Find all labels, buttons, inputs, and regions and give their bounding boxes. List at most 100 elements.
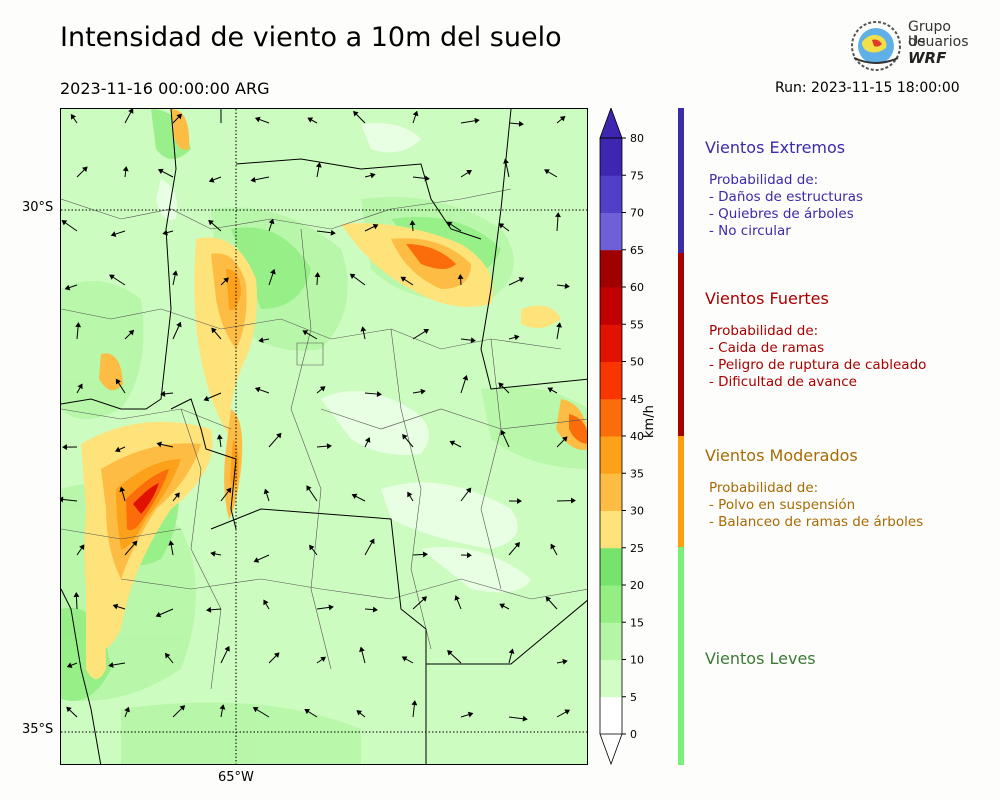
wind-arrow-head: [556, 322, 562, 328]
wind-arrow-head: [326, 443, 332, 450]
wind-arrow-head: [421, 596, 428, 602]
wind-arrow-head: [219, 704, 226, 710]
category-description-line: Probabilidad de:: [709, 480, 819, 496]
category-description: Probabilidad de: - Polvo en suspensión - B…: [709, 480, 923, 531]
wind-arrow-head: [112, 603, 119, 610]
wind-arrow-head: [268, 218, 275, 225]
wind-arrow-head: [70, 113, 77, 120]
wind-arrow-head: [263, 599, 269, 606]
colorbar-segment: [600, 659, 622, 698]
wind-arrow-head: [518, 277, 525, 283]
wind-arrow-head: [470, 337, 476, 344]
colorbar-segment: [600, 473, 622, 511]
colorbar-segment: [600, 324, 622, 362]
wind-arrow-head: [518, 120, 524, 127]
lat-label-35s: 35°S: [22, 722, 54, 737]
wind-arrow-head: [562, 658, 568, 665]
wind-arrow-head: [66, 706, 72, 713]
wind-arrow-head: [162, 229, 168, 236]
wind-arrow-head: [108, 662, 114, 668]
colorbar-segment: [600, 249, 622, 288]
wind-arrow-head: [508, 648, 515, 654]
wind-arrow-head: [128, 329, 135, 336]
wind-arrow-head: [359, 646, 365, 653]
admin-boundaries: [61, 188, 587, 690]
colorbar-tick-label: 50: [630, 356, 644, 369]
wind-arrow-head: [353, 110, 359, 117]
wind-arrow-head: [498, 223, 505, 229]
colorbar-extend-high: [599, 108, 623, 139]
colorbar-tick-label: 0: [630, 728, 637, 741]
colorbar-segment: [600, 398, 622, 437]
wind-arrow-head: [570, 497, 576, 504]
category-description: Probabilidad de: - Caida de ramas - Peligr…: [709, 323, 926, 391]
wind-arrow-head: [309, 544, 315, 551]
colorbar-segment: [600, 175, 622, 213]
wind-arrow-head: [411, 700, 418, 706]
colorbar-tick-label: 10: [630, 654, 644, 667]
wind-arrow-head: [208, 219, 214, 226]
category-title: Vientos Extremos: [705, 138, 846, 157]
wind-arrow-head: [131, 540, 138, 547]
wind-arrow-head: [61, 220, 68, 226]
colorbar-segment: [600, 287, 622, 325]
colorbar-segment: [600, 585, 622, 623]
wind-arrow-head: [179, 705, 186, 711]
wind-arrow-head: [223, 277, 229, 283]
wind-arrow-head: [499, 603, 506, 609]
lat-label-30s: 30°S: [22, 200, 54, 215]
category-description-line: - Peligro de ruptura de cableado: [709, 357, 927, 373]
wind-arrow-head: [62, 444, 67, 451]
wind-arrow-head: [424, 175, 430, 182]
wind-arrow-head: [401, 656, 408, 662]
wind-arrow-head: [457, 274, 464, 280]
wind-arrow-head: [176, 113, 182, 120]
wind-arrow-head: [224, 645, 230, 652]
wind-arrow-head: [156, 441, 162, 448]
wind-arrow-head: [302, 330, 309, 336]
wind-arrow-head: [79, 544, 85, 551]
wind-arrow-head: [211, 327, 217, 334]
wind-arrow-head: [258, 337, 264, 344]
colorbar-segment: [600, 436, 622, 474]
wind-arrow-head: [364, 437, 371, 443]
wind-arrow-head: [550, 543, 556, 550]
wind-arrow-head: [422, 551, 428, 558]
wind-arrow-head: [168, 540, 175, 546]
wind-arrow-head: [447, 650, 453, 656]
colorbar-tick-label: 20: [630, 579, 644, 592]
globe-icon: [851, 21, 901, 71]
category-description-line: - Caida de ramas: [709, 340, 825, 356]
wind-arrow-head: [545, 596, 552, 603]
category-description-line: - Balanceo de ramas de árboles: [709, 514, 924, 530]
wind-arrow-head: [402, 433, 408, 440]
category-strip: [678, 547, 684, 765]
wind-arrow-head: [423, 328, 430, 335]
colorbar-tick-label: 5: [630, 691, 637, 704]
wind-arrow-head: [82, 166, 88, 172]
valid-time: 2023-11-16 00:00:00 ARG: [60, 79, 270, 98]
wind-arrow-head: [157, 168, 164, 175]
wind-arrow-head: [304, 709, 311, 715]
wind-arrow-head: [164, 652, 171, 659]
wind-arrow-head: [466, 552, 472, 559]
colorbar-unit: km/h: [642, 405, 657, 438]
wind-arrow-head: [252, 707, 259, 713]
colorbar-segment: [600, 138, 622, 176]
wind-arrow-head: [77, 383, 83, 390]
wind-arrow-head: [500, 429, 506, 436]
wind-arrow-head: [314, 272, 321, 278]
wind-arrow-head: [61, 496, 64, 503]
wind-arrow-head: [412, 110, 419, 117]
colorbar-segment: [600, 696, 622, 735]
wind-arrow-head: [315, 162, 322, 168]
wind-arrow-head: [306, 485, 312, 491]
wind-arrows: [61, 109, 576, 722]
wind-arrow-head: [176, 321, 182, 328]
wind-arrow-head: [454, 595, 460, 601]
wind-arrow-head: [409, 220, 416, 226]
wind-arrow-head: [547, 387, 554, 393]
wind-arrow-head: [370, 172, 376, 179]
wind-arrow-head: [225, 487, 232, 494]
category-description-line: - No circular: [709, 223, 791, 239]
